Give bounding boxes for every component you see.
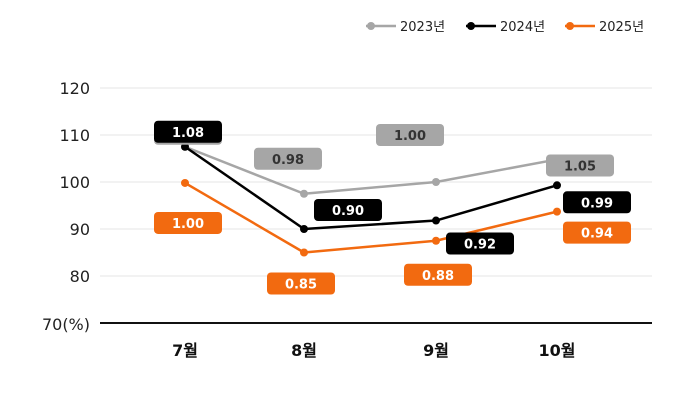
y-tick-label: 90: [70, 220, 90, 239]
legend-item: 2023년: [366, 20, 445, 35]
data-label-box: [376, 124, 444, 146]
data-label-box: [154, 211, 222, 234]
legend-label: 2024년: [500, 20, 545, 35]
legend-marker: [367, 22, 375, 30]
y-tick-label: 100: [59, 173, 90, 192]
data-label: 1.00: [394, 129, 426, 144]
legend-label: 2023년: [400, 20, 445, 35]
data-label-box: [404, 263, 472, 286]
data-labels: 1.080.981.001.051.080.900.920.991.000.85…: [154, 120, 631, 295]
legend-marker: [467, 22, 475, 30]
data-label-box: [563, 221, 631, 244]
y-axis: 80 90 100 110 120 70(%): [42, 79, 90, 334]
series-line-1: [184, 145, 558, 195]
data-label-box: [154, 120, 222, 143]
legend-item: 2025년: [565, 20, 644, 35]
x-tick-label: 8월: [291, 341, 317, 360]
x-tick-label: 10월: [539, 341, 576, 360]
data-point: [432, 236, 440, 245]
series-line-3: [184, 181, 558, 254]
x-tick-label: 7월: [172, 341, 198, 360]
legend-item: 2024년: [466, 20, 545, 35]
data-label: 0.98: [272, 153, 304, 168]
data-label-box: [314, 199, 382, 221]
data-point: [553, 207, 561, 216]
data-point: [432, 178, 440, 186]
data-label: 0.92: [464, 238, 496, 253]
data-label: 0.90: [332, 204, 364, 219]
data-label: 1.08: [172, 126, 204, 141]
data-label: 0.99: [581, 196, 613, 211]
data-label: 0.94: [581, 227, 613, 242]
data-point: [553, 181, 561, 190]
x-tick-label: 9월: [423, 341, 449, 360]
data-label: 1.05: [564, 159, 596, 174]
y-tick-label: 110: [59, 126, 90, 145]
data-point: [300, 225, 308, 233]
legend: 2023년 2024년 2025년: [366, 20, 644, 35]
legend-label: 2025년: [599, 20, 644, 35]
data-label: 1.00: [172, 217, 204, 232]
data-label-box: [267, 272, 335, 295]
data-point: [300, 248, 308, 257]
data-label: 0.85: [285, 278, 317, 293]
data-point: [181, 178, 189, 187]
data-point: [300, 189, 308, 198]
y-tick-label: 80: [70, 267, 90, 286]
y-tick-label: 120: [59, 79, 90, 98]
data-label-box: [563, 191, 631, 214]
data-point: [432, 216, 440, 225]
data-label-box: [446, 232, 514, 255]
x-axis: 7월 8월 9월 10월: [100, 322, 652, 360]
data-label: 0.88: [422, 269, 454, 284]
legend-marker: [566, 22, 574, 30]
y-base-label: 70(%): [42, 315, 90, 334]
data-label-box: [546, 154, 614, 177]
data-label-box: [254, 147, 322, 170]
series-line-2: [184, 145, 558, 231]
